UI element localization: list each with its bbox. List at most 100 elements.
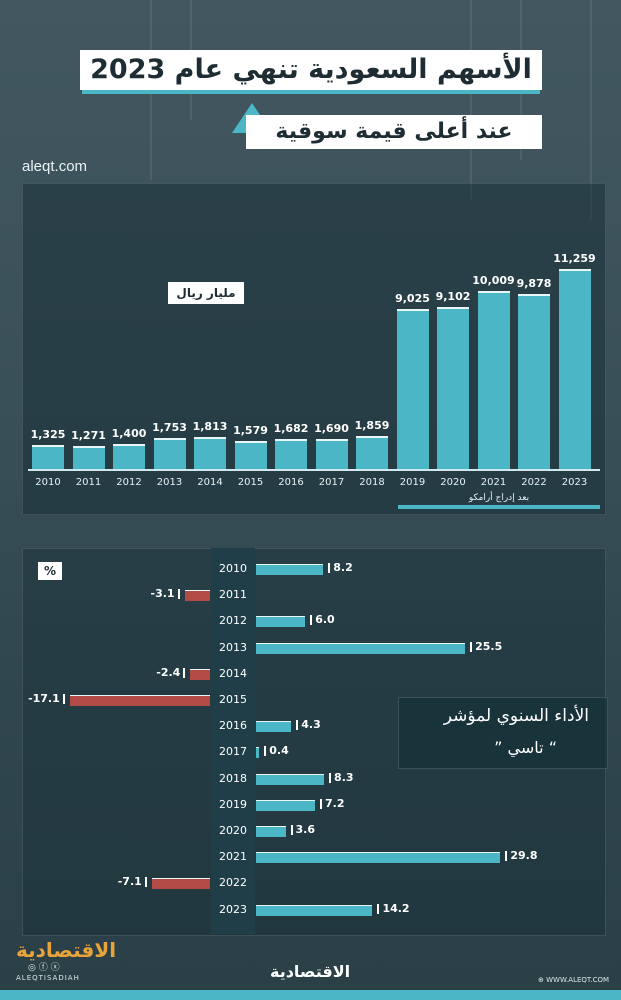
bar-value-label: 9,102 <box>435 290 471 304</box>
bar <box>256 852 501 864</box>
bar-value-label: 1,400 <box>111 427 147 441</box>
y-tick-label: 2011 <box>219 588 247 602</box>
y-tick-label: 2013 <box>219 640 247 654</box>
bar-value-label: 10,009 <box>472 274 515 288</box>
bar-value-label: -17.1 <box>28 692 68 705</box>
y-tick-label: 2022 <box>219 876 247 890</box>
bar-value-label: 1,682 <box>273 422 309 436</box>
x-tick-label: 2017 <box>318 477 345 488</box>
bar-value-label: 9,025 <box>395 291 430 305</box>
y-tick-label: 2014 <box>219 666 247 680</box>
bar <box>356 435 388 471</box>
y-tick-label: 2020 <box>219 824 247 837</box>
bar <box>153 437 186 471</box>
x-tick-label: 2021 <box>480 477 507 488</box>
bar <box>256 642 466 654</box>
footer-line <box>0 990 621 1000</box>
year-column <box>211 548 255 934</box>
x-tick-label: 2012 <box>116 477 142 488</box>
bar <box>396 308 429 471</box>
website-text: WWW.ALEQT.COM <box>546 976 610 984</box>
bar <box>194 436 226 471</box>
bar <box>518 293 550 471</box>
website: ⊕ WWW.ALEQT.COM <box>538 976 609 984</box>
social-handle: ALEQTISADIAH <box>16 974 80 982</box>
bar <box>275 439 307 471</box>
baseline <box>28 469 600 471</box>
x-tick-label: 2014 <box>197 477 223 488</box>
bar <box>256 747 260 759</box>
bar <box>190 668 210 680</box>
bar-value-label: 1,690 <box>314 421 349 435</box>
bar <box>256 826 286 837</box>
percent-label: % <box>38 562 62 580</box>
bar <box>256 564 324 575</box>
bar <box>437 307 469 471</box>
site-url: aleqt.com <box>22 158 88 175</box>
social-icons: ◎ ⓕ ⓧ <box>28 963 60 973</box>
x-tick-label: 2016 <box>278 477 304 488</box>
bar <box>72 446 105 471</box>
bar-value-label: 25.5 <box>467 640 502 653</box>
aramco-bracket <box>398 505 600 509</box>
bar <box>113 444 145 471</box>
x-tick-label: 2010 <box>35 477 61 488</box>
bar-value-label: -7.1 <box>118 875 150 888</box>
bar-value-label: 6.0 <box>307 613 335 626</box>
bar-value-label: 14.2 <box>374 902 410 915</box>
performance-title-2: ” تاسي “ <box>494 738 557 757</box>
x-tick-label: 2023 <box>561 477 588 488</box>
y-tick-label: 2017 <box>219 745 247 759</box>
bar <box>32 445 64 471</box>
unit-label: مليار ريال <box>168 282 244 304</box>
bar-value-label: 0.4 <box>261 744 289 757</box>
performance-title-box: الأداء السنوي لمؤشر ” تاسي “ <box>398 697 608 769</box>
bar <box>151 878 210 890</box>
bg-line <box>470 0 472 200</box>
bar <box>256 721 292 733</box>
bar-value-label: 1,813 <box>192 419 228 433</box>
y-tick-label: 2021 <box>219 850 247 864</box>
bar-value-label: 1,859 <box>354 418 390 432</box>
bar-value-label: 3.6 <box>288 823 315 836</box>
aramco-note: بعد إدراج أرامكو <box>468 493 530 503</box>
bar-value-label: 8.2 <box>325 561 353 574</box>
bar-value-label: 4.3 <box>293 718 321 731</box>
x-tick-label: 2013 <box>156 477 183 488</box>
bar-value-label: 9,878 <box>516 276 552 290</box>
bar-value-label: 1,753 <box>152 420 187 434</box>
globe-icon: ⊕ <box>538 976 544 984</box>
bar-value-label: -2.4 <box>156 666 188 679</box>
x-tick-label: 2020 <box>440 477 466 488</box>
bar <box>315 438 348 471</box>
bar-value-label: 8.3 <box>326 771 354 784</box>
y-tick-label: 2016 <box>219 719 247 733</box>
bg-line <box>590 0 592 220</box>
x-tick-label: 2022 <box>521 477 547 488</box>
bar-value-label: 29.8 <box>502 849 538 862</box>
x-tick-label: 2015 <box>237 477 264 488</box>
bar <box>256 799 316 811</box>
bar-value-label: 7.2 <box>317 797 345 810</box>
bar <box>256 904 373 916</box>
y-tick-label: 2023 <box>219 902 247 916</box>
bar <box>234 440 267 471</box>
x-tick-label: 2011 <box>75 477 102 488</box>
y-tick-label: 2012 <box>219 614 247 628</box>
title-line-1: الأسهم السعودية تنهي عام 2023 <box>80 50 542 90</box>
y-tick-label: 2010 <box>219 562 247 575</box>
bg-line <box>150 0 152 180</box>
x-tick-label: 2019 <box>399 477 426 488</box>
x-tick-label: 2018 <box>359 477 385 488</box>
bar <box>184 590 210 602</box>
bar-value-label: 11,259 <box>553 252 596 265</box>
bar-value-label: -3.1 <box>151 587 183 600</box>
title-line-2: عند أعلى قيمة سوقية <box>246 115 542 149</box>
bar <box>69 695 210 706</box>
bar-value-label: 1,271 <box>71 429 106 443</box>
bar <box>256 616 306 628</box>
y-tick-label: 2019 <box>219 797 247 811</box>
bar-value-label: 1,325 <box>30 428 66 442</box>
y-tick-label: 2018 <box>219 771 247 785</box>
bar <box>477 291 510 471</box>
